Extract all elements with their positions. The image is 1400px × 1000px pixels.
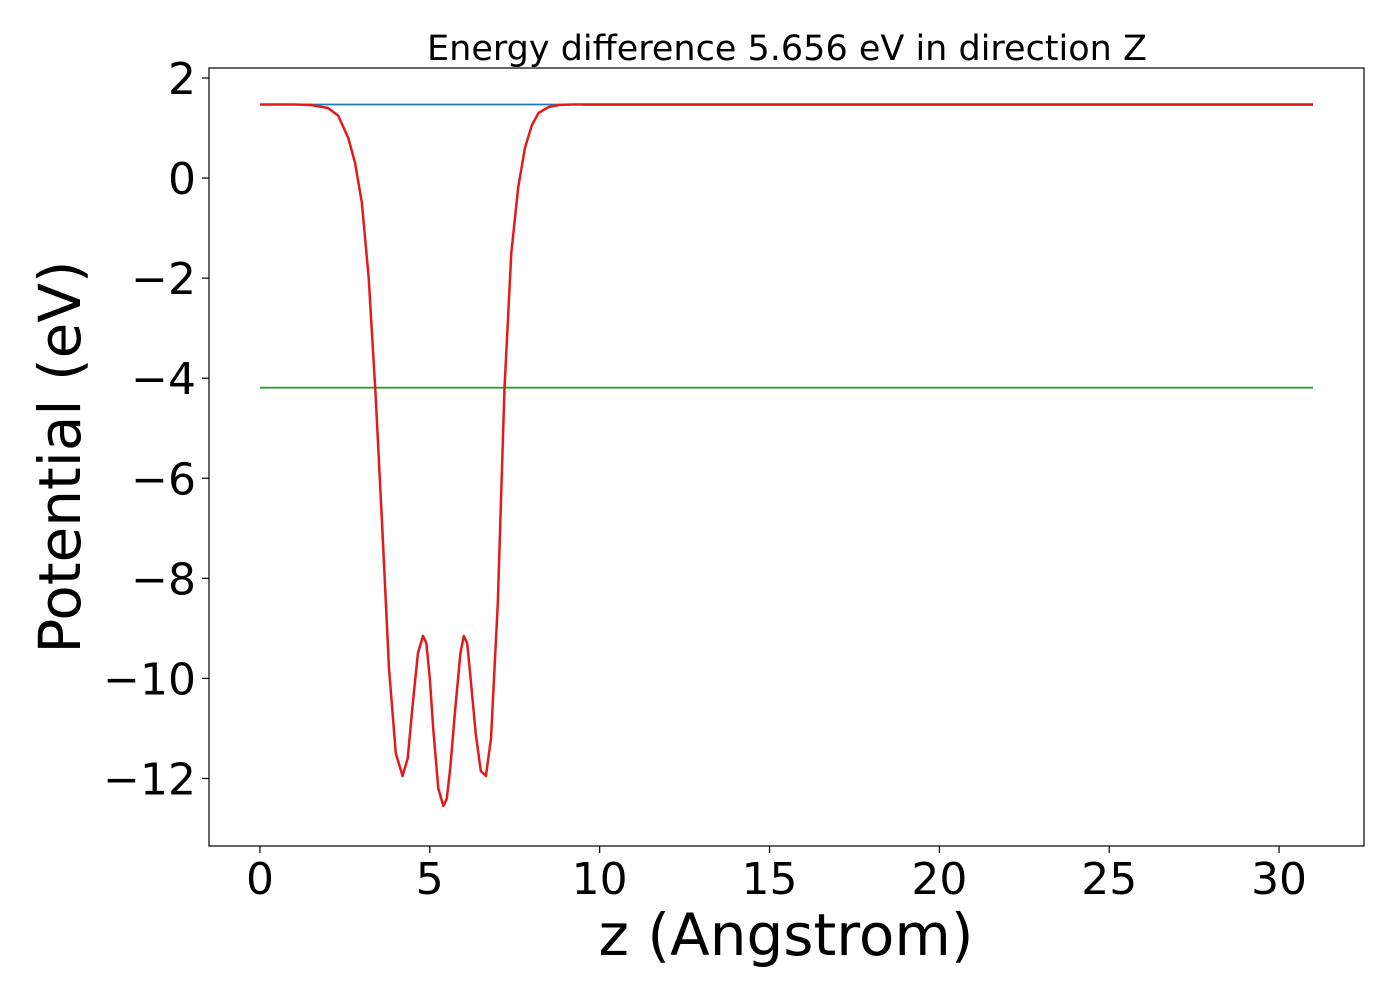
x-tick-label: 0	[246, 854, 274, 905]
chart-title: Energy difference 5.656 eV in direction …	[427, 29, 1147, 69]
y-axis-label: Potential (eV)	[26, 260, 94, 653]
x-tick-label: 15	[742, 854, 798, 905]
series-group	[260, 103, 1313, 808]
x-tick-label: 10	[572, 854, 628, 905]
x-axis-ticks: 0 5 10 15 20 25 30	[246, 846, 1307, 905]
y-tick-label: 2	[168, 54, 196, 105]
y-axis-ticks: 2 0 −2 −4 −6 −8 −10 −12	[103, 54, 209, 805]
x-axis-label: z (Angstrom)	[599, 901, 974, 969]
y-tick-label: −6	[131, 454, 196, 505]
x-tick-label: 5	[416, 854, 444, 905]
y-tick-label: −10	[103, 654, 196, 705]
y-tick-label: −8	[131, 554, 196, 605]
plot-frame	[208, 67, 1365, 847]
y-tick-label: 0	[168, 154, 196, 205]
x-tick-label: 25	[1081, 854, 1137, 905]
y-tick-label: −12	[103, 754, 196, 805]
series-line-4	[260, 103, 1313, 808]
x-tick-label: 30	[1251, 854, 1307, 905]
y-tick-label: −4	[131, 354, 196, 405]
x-tick-label: 20	[911, 854, 967, 905]
y-tick-label: −2	[131, 254, 196, 305]
